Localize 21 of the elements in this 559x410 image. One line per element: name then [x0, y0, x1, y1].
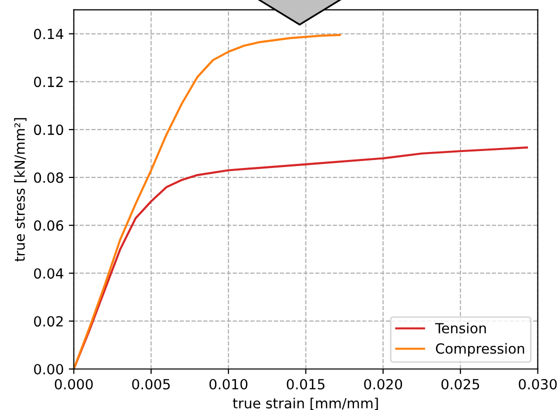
x-tick-label: 0.010	[209, 378, 248, 390]
y-tick-label: 0.10	[34, 124, 64, 136]
x-tick-label: 0.020	[364, 378, 402, 390]
x-tick-label: 0.000	[54, 378, 93, 390]
x-tick-label: 0.030	[518, 378, 557, 390]
y-axis-title: true stress [kN/mm²]	[14, 118, 27, 262]
x-tick-label: 0.005	[132, 378, 170, 390]
legend-label: Tension	[435, 322, 486, 334]
y-tick-label: 0.06	[34, 220, 64, 231]
y-tick-label: 0.04	[34, 268, 64, 279]
y-tick-label: 0.02	[34, 316, 63, 327]
legend-label: Compression	[436, 343, 524, 356]
y-tick-label: 0.08	[34, 172, 64, 183]
x-tick-label: 0.015	[286, 378, 324, 390]
y-tick-label: 0.12	[34, 76, 63, 88]
line-series	[74, 146, 528, 369]
line-series	[74, 34, 341, 369]
x-axis-title: true strain [mm/mm]	[232, 398, 378, 410]
y-tick-label: 0.14	[34, 28, 64, 40]
x-tick-label: 0.025	[441, 378, 480, 390]
y-tick-label: 0.00	[34, 364, 64, 374]
